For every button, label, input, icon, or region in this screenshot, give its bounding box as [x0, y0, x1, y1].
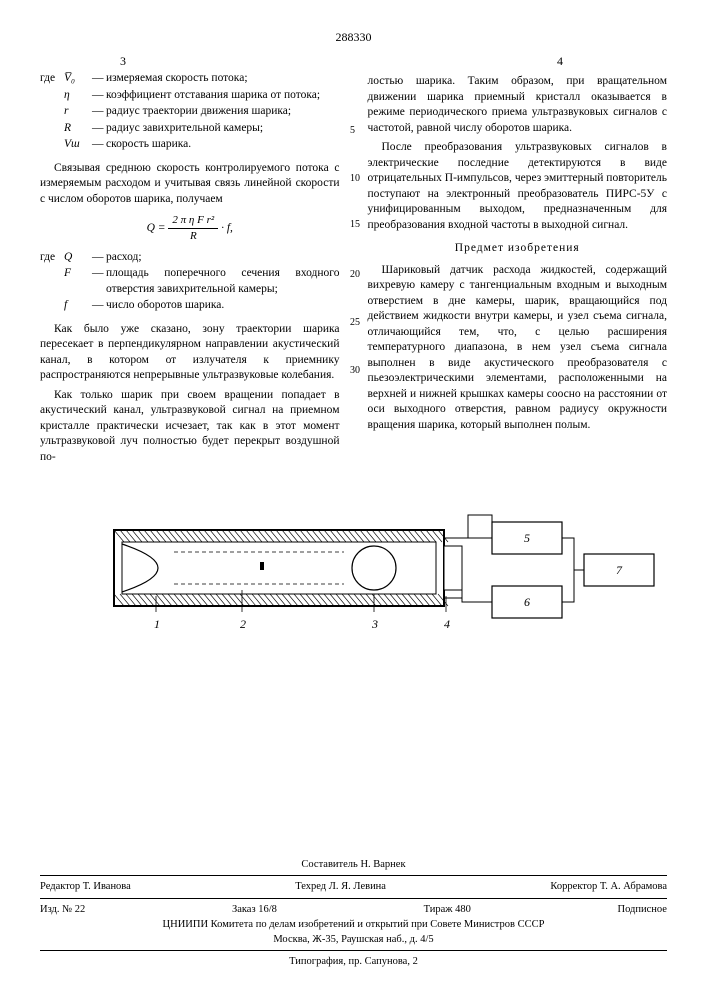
- definition-row: гдеQ—расход;: [40, 250, 340, 266]
- compiler-line: Составитель Н. Варнек: [40, 858, 667, 871]
- definition-text: измеряемая скорость потока;: [106, 71, 340, 87]
- definition-text: радиус завихрительной камеры;: [106, 121, 340, 137]
- definition-row: r—радиус траектории движения шарика;: [40, 104, 340, 120]
- line-marker: 25: [350, 318, 360, 328]
- imprint-footer: Составитель Н. Варнек Редактор Т. Иванов…: [40, 858, 667, 970]
- issue: Изд. № 22: [40, 903, 85, 916]
- claim-text: Шариковый датчик расхода жидкостей, соде…: [368, 263, 668, 434]
- svg-text:6: 6: [524, 595, 530, 609]
- committee-line: ЦНИИПИ Комитета по делам изобретений и о…: [40, 918, 667, 931]
- definition-text: число оборотов шарика.: [106, 298, 340, 314]
- device-diagram: 1 2 3 4 5 6 7: [44, 500, 664, 640]
- formula-tail: · f,: [221, 222, 233, 234]
- symbol: F: [64, 266, 92, 297]
- subscription: Подписное: [618, 903, 667, 916]
- divider: [40, 898, 667, 899]
- claims-title: Предмет изобретения: [368, 241, 668, 257]
- symbol: Vш: [64, 137, 92, 153]
- divider: [40, 875, 667, 876]
- svg-text:1: 1: [154, 617, 160, 631]
- line-marker: 15: [350, 220, 360, 230]
- corrector: Корректор Т. А. Абрамова: [550, 880, 667, 893]
- techred: Техред Л. Я. Левина: [295, 880, 386, 893]
- symbol: R: [64, 121, 92, 137]
- figure: 1 2 3 4 5 6 7: [40, 500, 667, 640]
- definition-text: коэффициент отставания шарика от потока;: [106, 88, 340, 104]
- line-marker: 30: [350, 366, 360, 376]
- paragraph: Как только шарик при своем вращении попа…: [40, 388, 340, 466]
- denominator: R: [168, 229, 218, 244]
- definition-row: η—коэффициент отставания шарика от поток…: [40, 88, 340, 104]
- right-column: лостью шарика. Таким образом, при вращат…: [368, 70, 668, 470]
- order: Заказ 16/8: [232, 903, 277, 916]
- editor: Редактор Т. Иванова: [40, 880, 131, 893]
- definition-row: гдеV̅₀—измеряемая скорость потока;: [40, 71, 340, 87]
- footer-row-credits: Редактор Т. Иванова Техред Л. Я. Левина …: [40, 880, 667, 893]
- circulation: Тираж 480: [424, 903, 471, 916]
- svg-text:2: 2: [240, 617, 246, 631]
- footer-row-order: Изд. № 22 Заказ 16/8 Тираж 480 Подписное: [40, 903, 667, 916]
- paragraph: Как было уже сказано, зону траектории ша…: [40, 322, 340, 384]
- paragraph: лостью шарика. Таким образом, при вращат…: [368, 74, 668, 136]
- definition-text: радиус траектории движения шарика;: [106, 104, 340, 120]
- definitions-block-2: гдеQ—расход;F—площадь поперечного сечени…: [40, 250, 340, 314]
- definition-row: f—число оборотов шарика.: [40, 298, 340, 314]
- definition-text: скорость шарика.: [106, 137, 340, 153]
- typography-line: Типография, пр. Сапунова, 2: [40, 955, 667, 968]
- symbol: r: [64, 104, 92, 120]
- address-line: Москва, Ж-35, Раушская наб., д. 4/5: [40, 933, 667, 946]
- svg-text:4: 4: [444, 617, 450, 631]
- definitions-block-1: гдеV̅₀—измеряемая скорость потока;η—коэф…: [40, 71, 340, 153]
- paragraph: Связывая среднюю скорость контролируемог…: [40, 161, 340, 208]
- formula-lhs: Q =: [147, 222, 166, 234]
- page-number-left: 3: [120, 54, 126, 69]
- numerator: 2 π η F r²: [168, 213, 218, 229]
- symbol: f: [64, 298, 92, 314]
- line-marker: 20: [350, 270, 360, 280]
- divider: [40, 950, 667, 951]
- svg-text:7: 7: [616, 563, 623, 577]
- symbol: Q: [64, 250, 92, 266]
- fraction: 2 π η F r² R: [168, 213, 218, 244]
- left-column: гдеV̅₀—измеряемая скорость потока;η—коэф…: [40, 70, 340, 470]
- definition-row: R—радиус завихрительной камеры;: [40, 121, 340, 137]
- paragraph: После преобразования ультразвуковых сигн…: [368, 140, 668, 233]
- definition-text: расход;: [106, 250, 340, 266]
- line-marker: 5: [350, 126, 355, 136]
- svg-text:3: 3: [371, 617, 378, 631]
- document-number: 288330: [0, 30, 707, 45]
- symbol: η: [64, 88, 92, 104]
- symbol: V̅₀: [64, 71, 92, 87]
- definition-row: F—площадь поперечного сечения входного о…: [40, 266, 340, 297]
- formula: Q = 2 π η F r² R · f,: [40, 213, 340, 244]
- page: 288330 3 4 51015202530 гдеV̅₀—измеряемая…: [0, 0, 707, 1000]
- definition-text: площадь поперечного сечения входного отв…: [106, 266, 340, 297]
- definition-row: Vш—скорость шарика.: [40, 137, 340, 153]
- svg-text:5: 5: [524, 531, 530, 545]
- page-number-right: 4: [557, 54, 563, 69]
- line-marker: 10: [350, 174, 360, 184]
